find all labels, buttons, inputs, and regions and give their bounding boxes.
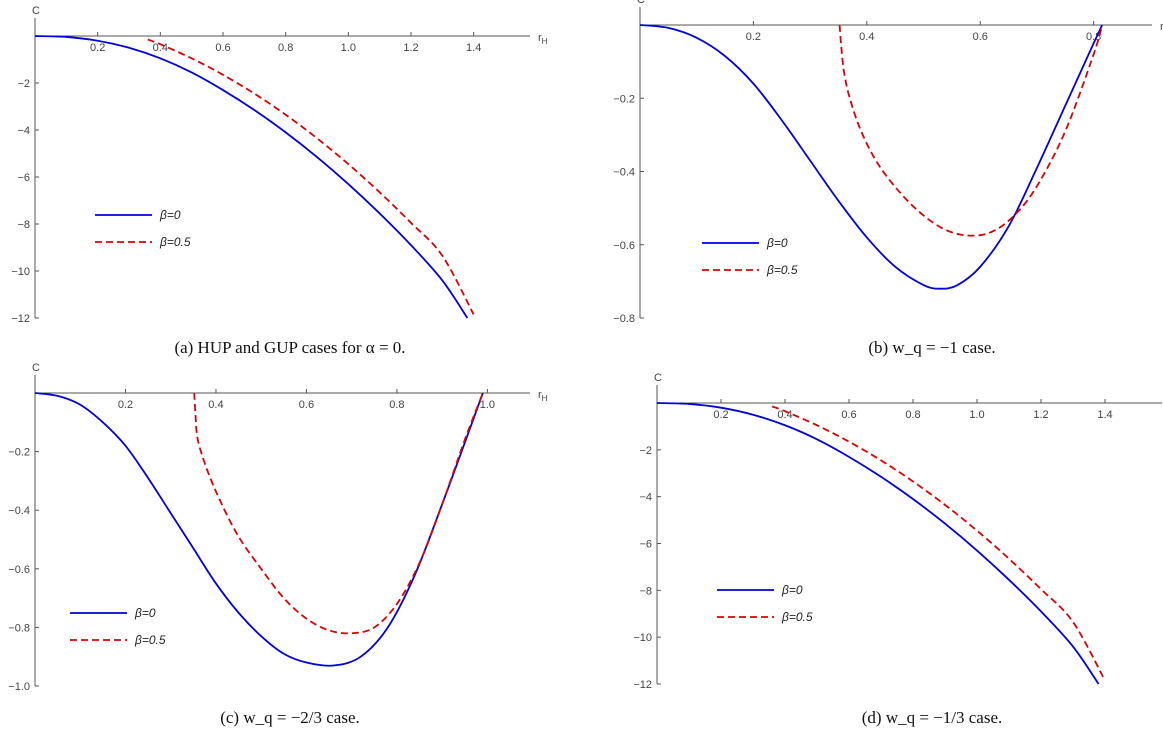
- y-tick-label-a: −12: [11, 313, 30, 325]
- series-line-b-1: [838, 24, 1104, 237]
- x-tick-label-b: 0.4: [859, 31, 874, 43]
- y-axis-label-c: C: [32, 362, 40, 374]
- legend-label-a-0: β=0: [159, 208, 181, 222]
- x-tick-label-d: 0.8: [905, 409, 920, 421]
- series-line-c-1: [193, 392, 484, 635]
- y-tick-label-a: −2: [17, 78, 30, 90]
- x-tick-label-a: 1.2: [403, 42, 418, 54]
- x-tick-label-d: 1.2: [1033, 409, 1048, 421]
- x-axis-label-b: rH: [1160, 21, 1163, 35]
- x-tick-label-a: 0.8: [278, 42, 293, 54]
- x-tick-label-c: 0.6: [299, 399, 314, 411]
- y-tick-label-b: −0.2: [613, 93, 635, 105]
- y-tick-label-d: −6: [639, 539, 652, 551]
- x-tick-label-c: 0.8: [389, 399, 404, 411]
- legend-label-a-1: β=0.5: [159, 235, 191, 249]
- y-tick-label-d: −12: [633, 679, 652, 691]
- legend-label-d-1: β=0.5: [781, 610, 813, 624]
- x-tick-label-a: 1.0: [341, 42, 356, 54]
- x-tick-label-d: 0.2: [713, 409, 728, 421]
- x-axis-label-a: rH: [538, 32, 548, 46]
- y-axis-label-a: C: [32, 5, 40, 17]
- chart-panel-b: CrH0.20.40.60.8−0.2−0.4−0.6−0.8β=0β=0.5 …: [582, 0, 1163, 370]
- series-line-d-0: [656, 402, 1100, 685]
- caption-a: (a) HUP and GUP cases for α = 0.: [174, 338, 406, 357]
- y-tick-label-b: −0.8: [613, 313, 635, 325]
- y-tick-label-d: −10: [633, 632, 652, 644]
- caption-c: (c) w_q = −2/3 case.: [220, 708, 360, 727]
- y-axis-label-d: C: [654, 372, 662, 384]
- series-line-b-0: [639, 24, 1103, 290]
- legend-label-b-1: β=0.5: [766, 263, 798, 277]
- caption-d: (d) w_q = −1/3 case.: [861, 708, 1003, 727]
- chart-panel-d: CrH0.20.40.60.81.01.21.4−2−4−6−8−10−12β=…: [582, 370, 1162, 738]
- chart-c-plot: CrH 0.2 0.4 0.6 0.8 1.0 −0.2 −0.4 −0.6 −0.8 −1.0 β=…: [8, 362, 548, 693]
- y-tick-label-b: −0.6: [613, 240, 635, 252]
- legend-label-c-1: β=0.5: [134, 633, 166, 647]
- series-line-a-0: [34, 35, 469, 319]
- x-tick-label-a: 0.6: [215, 42, 230, 54]
- x-tick-label-d: 1.4: [1097, 409, 1112, 421]
- y-tick-label-d: −4: [639, 492, 652, 504]
- x-tick-label-b: 0.6: [973, 31, 988, 43]
- y-tick-label-b: −0.4: [613, 167, 635, 179]
- legend-label-b-0: β=0: [766, 236, 788, 250]
- x-axis-label-c: rH: [538, 389, 548, 403]
- y-tick-label-c: −0.6: [8, 564, 30, 576]
- series-line-c-0: [34, 392, 484, 667]
- x-tick-label-a: 1.4: [466, 42, 481, 54]
- y-tick-label-a: −8: [17, 219, 30, 231]
- y-tick-label-d: −8: [639, 585, 652, 597]
- y-tick-label-a: −4: [17, 125, 30, 137]
- y-tick-label-c: −0.8: [8, 622, 30, 634]
- y-axis-label-b: C: [637, 0, 645, 6]
- x-tick-label-c: 0.2: [118, 399, 133, 411]
- series-line-d-1: [771, 405, 1106, 681]
- x-tick-label-d: 0.6: [841, 409, 856, 421]
- chart-d-plot: CrH0.20.40.60.81.01.21.4−2−4−6−8−10−12β=…: [633, 372, 1162, 691]
- y-tick-label-c: −0.2: [8, 447, 30, 459]
- x-tick-label-c: 0.4: [208, 399, 223, 411]
- x-tick-label-d: 1.0: [969, 409, 984, 421]
- y-tick-label-a: −10: [11, 266, 30, 278]
- x-tick-label-a: 0.2: [90, 42, 105, 54]
- legend-label-d-0: β=0: [781, 583, 803, 597]
- legend-label-c-0: β=0: [134, 606, 156, 620]
- series-line-a-1: [147, 38, 475, 315]
- x-tick-label-c: 1.0: [480, 399, 495, 411]
- x-tick-label-b: 0.2: [746, 31, 761, 43]
- y-tick-label-a: −6: [17, 172, 30, 184]
- caption-b: (b) w_q = −1 case.: [868, 338, 996, 357]
- y-tick-label-c: −0.4: [8, 505, 30, 517]
- y-tick-label-d: −2: [639, 445, 652, 457]
- y-tick-label-c: −1.0: [8, 681, 30, 693]
